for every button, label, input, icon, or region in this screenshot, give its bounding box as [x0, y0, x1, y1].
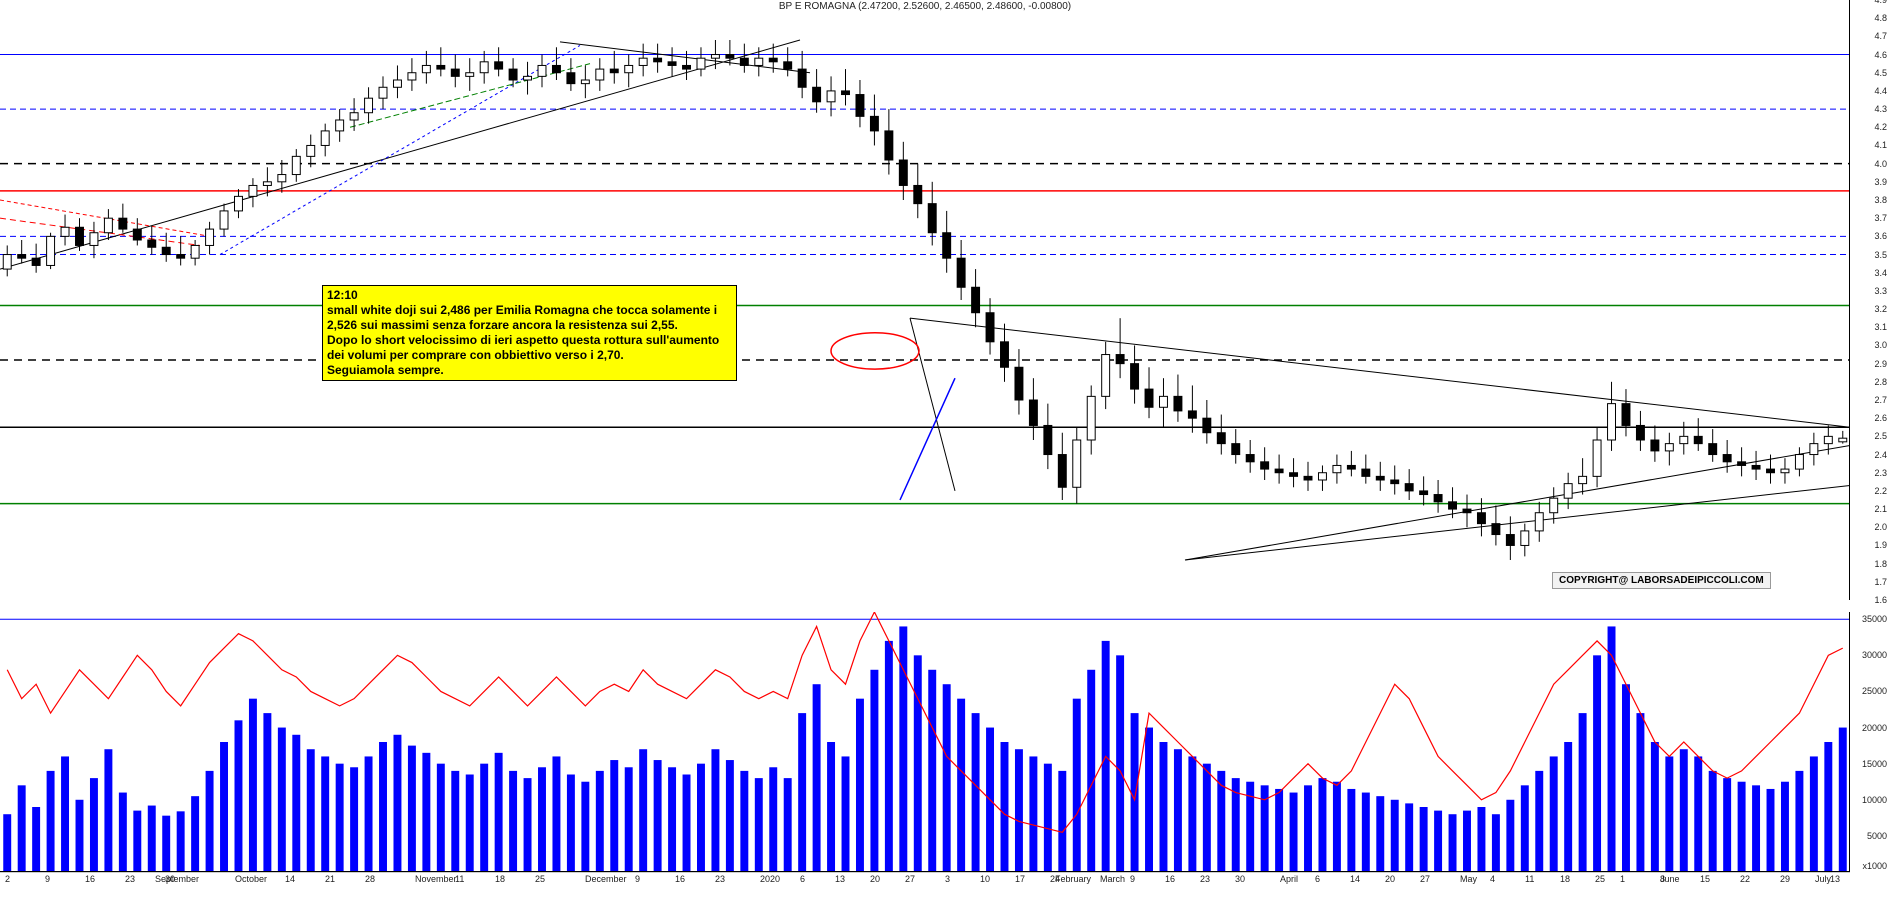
annotation-time: 12:10	[327, 288, 358, 302]
annotation-text: small white doji sui 2,486 per Emilia Ro…	[327, 303, 719, 377]
annotation-box: 12:10 small white doji sui 2,486 per Emi…	[322, 285, 737, 381]
price-chart-svg	[0, 0, 1850, 600]
chart-title: BP E ROMAGNA (2.47200, 2.52600, 2.46500,…	[0, 1, 1850, 12]
time-axis: 291623September30October142128November11…	[0, 872, 1850, 903]
volume-panel[interactable]: 5000100001500020000250003000035000x1000	[0, 612, 1890, 872]
volume-y-axis: 5000100001500020000250003000035000x1000	[1849, 612, 1890, 872]
copyright-box: COPYRIGHT@ LABORSADEIPICCOLI.COM	[1552, 572, 1771, 589]
volume-chart-svg	[0, 612, 1850, 872]
price-panel[interactable]: 1.61.71.81.92.02.12.22.32.42.52.62.72.82…	[0, 0, 1890, 600]
price-y-axis: 1.61.71.81.92.02.12.22.32.42.52.62.72.82…	[1849, 0, 1890, 600]
